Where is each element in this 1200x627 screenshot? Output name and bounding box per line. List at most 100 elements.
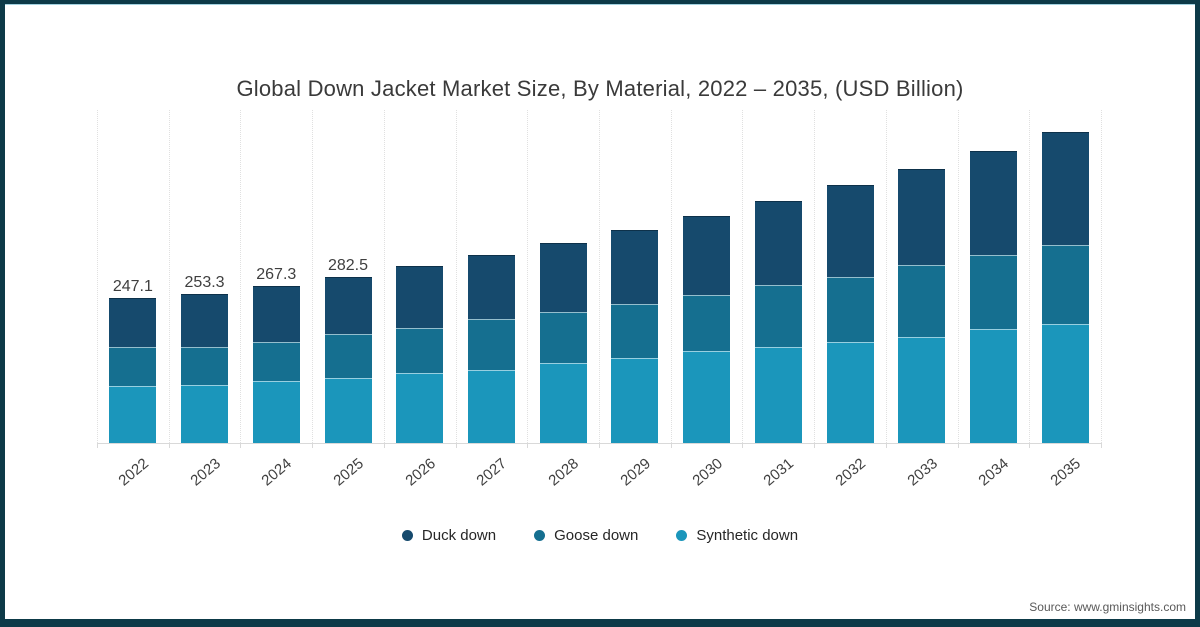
x-axis-tick — [742, 443, 744, 448]
bar-segment-synthetic-down — [539, 362, 587, 443]
bar-segment-duck-down — [181, 294, 229, 347]
gridline-vertical — [240, 110, 242, 443]
x-axis-label: 2023 — [186, 455, 224, 490]
bar-segment-synthetic-down — [826, 342, 874, 443]
bar-segment-duck-down — [109, 297, 157, 348]
x-axis-line — [97, 443, 1101, 444]
bar-segment-duck-down — [611, 229, 659, 304]
gridline-vertical — [957, 110, 959, 443]
bar-segment-goose-down — [539, 312, 587, 363]
x-axis-tick — [670, 443, 672, 448]
x-axis-tick — [957, 443, 959, 448]
bar-segment-goose-down — [683, 294, 731, 352]
legend-item-duck-down: Duck down — [401, 527, 496, 544]
gridline-vertical — [527, 110, 529, 443]
frame-border-bottom — [0, 619, 1200, 627]
bar-segment-goose-down — [252, 341, 300, 381]
gridline-vertical — [885, 110, 887, 443]
source-note: Source: www.gminsights.com — [1029, 600, 1186, 614]
chart-title: Global Down Jacket Market Size, By Mater… — [236, 76, 964, 101]
bar-segment-goose-down — [826, 277, 874, 343]
bar-segment-duck-down — [396, 266, 444, 328]
bar-segment-synthetic-down — [396, 372, 444, 443]
x-axis-label: 2031 — [760, 455, 798, 490]
bar-segment-duck-down — [1041, 131, 1089, 245]
x-axis-label: 2033 — [904, 455, 941, 490]
x-axis-label: 2030 — [688, 455, 726, 490]
bar-segment-goose-down — [1041, 244, 1089, 325]
bar-segment-goose-down — [396, 327, 444, 373]
frame-border-top — [0, 0, 1200, 4]
bar-segment-duck-down — [683, 215, 731, 295]
bar-segment-duck-down — [252, 286, 300, 342]
x-axis-label: 2035 — [1047, 455, 1085, 490]
gridline-vertical — [97, 110, 98, 443]
gridline-vertical — [168, 110, 170, 443]
x-axis-tick — [814, 443, 816, 448]
stacked-bar-2023 — [181, 294, 229, 443]
stacked-bar-2031 — [754, 201, 802, 443]
bar-segment-synthetic-down — [611, 357, 659, 443]
frame-border-right — [1195, 0, 1200, 627]
frame-accent-line — [0, 4, 1200, 5]
x-axis-label: 2027 — [473, 455, 511, 490]
bar-segment-goose-down — [898, 265, 946, 337]
legend-marker-icon — [534, 530, 546, 541]
bar-segment-synthetic-down — [898, 336, 946, 443]
bar-segment-synthetic-down — [969, 328, 1017, 443]
stacked-bar-2032 — [826, 185, 874, 443]
x-axis-tick — [97, 443, 98, 448]
x-axis-tick — [527, 443, 529, 448]
x-axis-tick — [240, 443, 242, 448]
bar-segment-goose-down — [611, 303, 659, 358]
legend-label: Synthetic down — [696, 527, 799, 544]
x-axis-label: 2026 — [402, 455, 439, 490]
bar-total-label: 282.5 — [327, 257, 369, 275]
legend-marker-icon — [676, 530, 688, 541]
x-axis-tick — [599, 443, 600, 448]
gridline-vertical — [599, 110, 600, 443]
stacked-bar-2022 — [109, 297, 157, 443]
legend-marker-icon — [401, 530, 413, 541]
stacked-bar-2024 — [252, 286, 300, 443]
bar-total-label: 253.3 — [184, 274, 225, 292]
legend-label: Goose down — [554, 527, 639, 544]
x-axis-label: 2025 — [330, 455, 367, 490]
stacked-bar-2028 — [539, 242, 587, 443]
stacked-bar-2035 — [1041, 131, 1089, 443]
x-axis-label: 2029 — [617, 455, 654, 490]
x-axis-label: 2022 — [115, 455, 152, 490]
bar-segment-duck-down — [969, 150, 1017, 256]
bar-segment-duck-down — [467, 254, 515, 320]
x-axis-tick — [1101, 443, 1102, 448]
stacked-bar-2033 — [898, 168, 946, 443]
bar-segment-synthetic-down — [683, 351, 731, 443]
gridline-vertical — [312, 110, 314, 443]
stacked-bar-2026 — [396, 266, 444, 443]
x-axis-label: 2024 — [258, 455, 296, 490]
stacked-bar-2029 — [611, 229, 659, 443]
bar-total-label: 247.1 — [112, 277, 153, 295]
gridline-vertical — [1029, 110, 1031, 443]
stacked-bar-2034 — [969, 150, 1017, 443]
gridline-vertical — [814, 110, 816, 443]
bar-segment-synthetic-down — [754, 347, 802, 443]
x-axis-label: 2034 — [975, 455, 1013, 490]
x-axis-tick — [168, 443, 170, 448]
bar-segment-synthetic-down — [252, 380, 300, 443]
bar-segment-synthetic-down — [324, 378, 372, 443]
bar-segment-goose-down — [467, 319, 515, 370]
bar-segment-duck-down — [324, 277, 372, 335]
x-axis-label: 2028 — [545, 455, 583, 490]
bar-segment-duck-down — [826, 185, 874, 278]
gridline-vertical — [455, 110, 457, 443]
bar-segment-duck-down — [539, 242, 587, 313]
bar-segment-goose-down — [181, 346, 229, 385]
bar-segment-synthetic-down — [467, 369, 515, 443]
legend: Duck down Goose down Synthetic down — [0, 527, 1200, 544]
gridline-vertical — [1101, 110, 1102, 443]
bar-segment-synthetic-down — [1041, 324, 1089, 443]
gridline-vertical — [670, 110, 672, 443]
